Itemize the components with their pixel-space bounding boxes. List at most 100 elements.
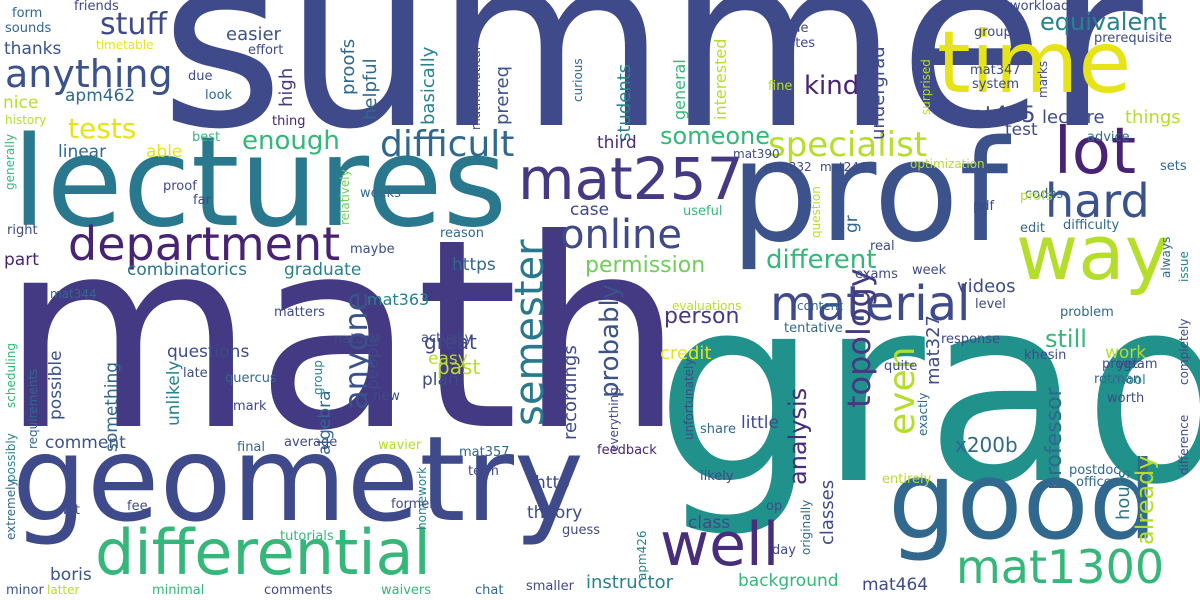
word-equivalent: equivalent	[1040, 8, 1167, 36]
word-able: able	[146, 142, 183, 162]
word-former: former	[391, 497, 435, 512]
word-unlikely: unlikely	[164, 360, 184, 426]
word-something: something	[102, 361, 122, 452]
word-wavier: wavier	[378, 438, 422, 453]
word-share: share	[700, 422, 737, 437]
word-prereq: prereq	[492, 65, 513, 125]
word-response: response	[941, 332, 1001, 347]
word-notes: notes	[779, 36, 816, 51]
word-group: group	[311, 360, 325, 395]
word-mat332: mat332	[765, 160, 812, 174]
word-lot: lot	[1054, 115, 1137, 189]
word-mat347: mat347	[970, 63, 1021, 78]
word-interested: interested	[711, 38, 730, 120]
word-matters: matters	[274, 305, 325, 320]
word-requirements: requirements	[26, 368, 40, 449]
word-undergrad: undergrad	[868, 46, 889, 140]
word-form: form	[12, 6, 43, 21]
word-thing: thing	[272, 114, 306, 129]
word-sounds: sounds	[5, 21, 52, 36]
word-fee: fee	[127, 499, 148, 514]
word-workload: workload	[1010, 0, 1070, 14]
word-great: great	[424, 330, 477, 354]
word-originally: originally	[799, 499, 813, 555]
word-unfortunately: unfortunately	[682, 358, 696, 440]
word-waivers: waivers	[381, 583, 432, 598]
word-permission: permission	[585, 253, 706, 278]
word-difficult: difficult	[380, 124, 515, 165]
word-hard: hard	[1045, 174, 1150, 228]
word-plan: plan	[422, 370, 459, 390]
word-background: background	[738, 571, 839, 591]
word-khesin: khesin	[1024, 348, 1067, 363]
word-past: past	[437, 355, 481, 379]
word-specialist: specialist	[768, 125, 928, 165]
word-part: part	[4, 250, 39, 270]
word-analysis: analysis	[784, 387, 812, 485]
word-bit: bit	[63, 503, 80, 518]
word-maybe: maybe	[350, 242, 395, 257]
word-gr: gr	[842, 215, 862, 233]
word-generally: generally	[3, 133, 17, 190]
word-entirely: entirely	[882, 472, 932, 487]
word-average: average	[284, 435, 338, 450]
word-actually: actually	[421, 331, 473, 346]
word-difference: difference	[1177, 414, 1191, 475]
word-grad: grad	[655, 241, 1200, 541]
word-math: math	[0, 183, 685, 488]
word-curious: curious	[571, 58, 585, 102]
word-high: high	[276, 67, 297, 107]
word-content: content	[797, 299, 843, 313]
word-comments: comments	[264, 583, 333, 598]
word-classes: classes	[817, 479, 838, 545]
word-mat390: mat390	[733, 147, 780, 161]
word-real: real	[870, 239, 895, 254]
word-extremely: extremely	[4, 479, 18, 540]
word-topology: topology	[840, 268, 878, 408]
word-exams: exams	[855, 267, 898, 282]
word-geometry: geometry	[12, 410, 584, 548]
word-reason: reason	[440, 226, 484, 241]
word-mat363: mat363	[367, 290, 430, 309]
word-marks: marks	[1036, 60, 1050, 98]
word-mark: mark	[233, 399, 267, 414]
word-lectures: lectures	[12, 111, 508, 255]
word-final: final	[237, 440, 266, 455]
word-test: test	[1005, 120, 1038, 140]
word-chat: chat	[475, 583, 504, 598]
word-right: right	[7, 223, 38, 238]
word-mat244: mat244	[820, 160, 867, 174]
word-linear: linear	[58, 142, 107, 162]
word-pdf: pdf	[973, 199, 995, 214]
word-fine: fine	[768, 79, 793, 94]
word-day: day	[772, 543, 796, 558]
word-optimization: optimization	[910, 157, 985, 171]
word-advice: advice	[1087, 130, 1130, 145]
word-late: late	[183, 366, 208, 381]
word-easier: easier	[226, 24, 281, 45]
word-differential: differential	[95, 516, 431, 589]
word-mat257: mat257	[518, 145, 744, 213]
word-work: work	[1105, 343, 1147, 363]
word-already: already	[1131, 455, 1159, 545]
word-x200b: x200b	[955, 433, 1018, 457]
word-basically: basically	[418, 46, 439, 125]
word-tentative: tentative	[784, 321, 843, 336]
word-third: third	[597, 133, 637, 153]
word-probably: probably	[595, 283, 625, 398]
word-easy: easy	[428, 349, 468, 369]
word-rotman: rotman	[1094, 372, 1141, 387]
word-mat464: mat464	[862, 575, 929, 595]
word-helpful: helpful	[360, 58, 381, 120]
word-term: term	[468, 464, 499, 479]
word-program: program	[1102, 357, 1158, 372]
word-guess: guess	[562, 523, 601, 538]
word-yet: yet	[1117, 357, 1138, 372]
word-groups: groups	[974, 25, 1019, 40]
word-recordings: recordings	[560, 345, 581, 440]
word-material: material	[770, 276, 971, 332]
word-profs: profs	[1020, 189, 1053, 204]
word-class: class	[688, 513, 731, 533]
word-natural: natural	[334, 332, 381, 347]
